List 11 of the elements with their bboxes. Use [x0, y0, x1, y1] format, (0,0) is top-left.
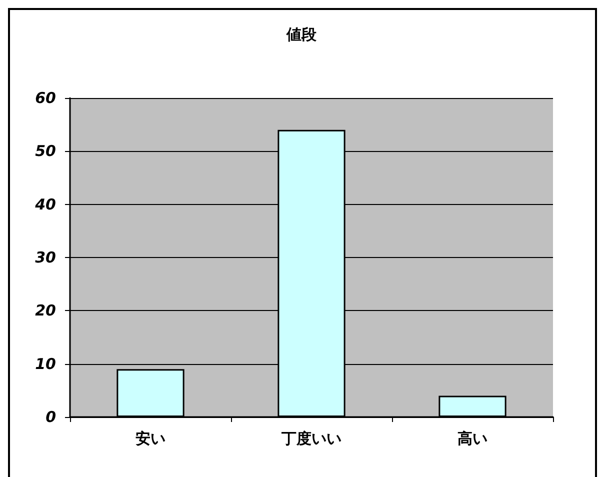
chart-title: 値段 — [286, 26, 318, 44]
y-tick-label: 50 — [35, 142, 56, 160]
x-tick-label: 安い — [136, 430, 166, 448]
y-tick-label: 30 — [35, 248, 56, 266]
x-tick-label: 丁度いい — [280, 430, 342, 448]
y-tick-label: 10 — [35, 354, 56, 373]
x-tick-label: 高い — [458, 430, 488, 448]
y-tick-label: 60 — [35, 89, 56, 107]
y-tick-label: 20 — [35, 302, 56, 320]
y-tick-label: 40 — [34, 195, 56, 214]
y-tick-label: 0 — [46, 408, 56, 426]
